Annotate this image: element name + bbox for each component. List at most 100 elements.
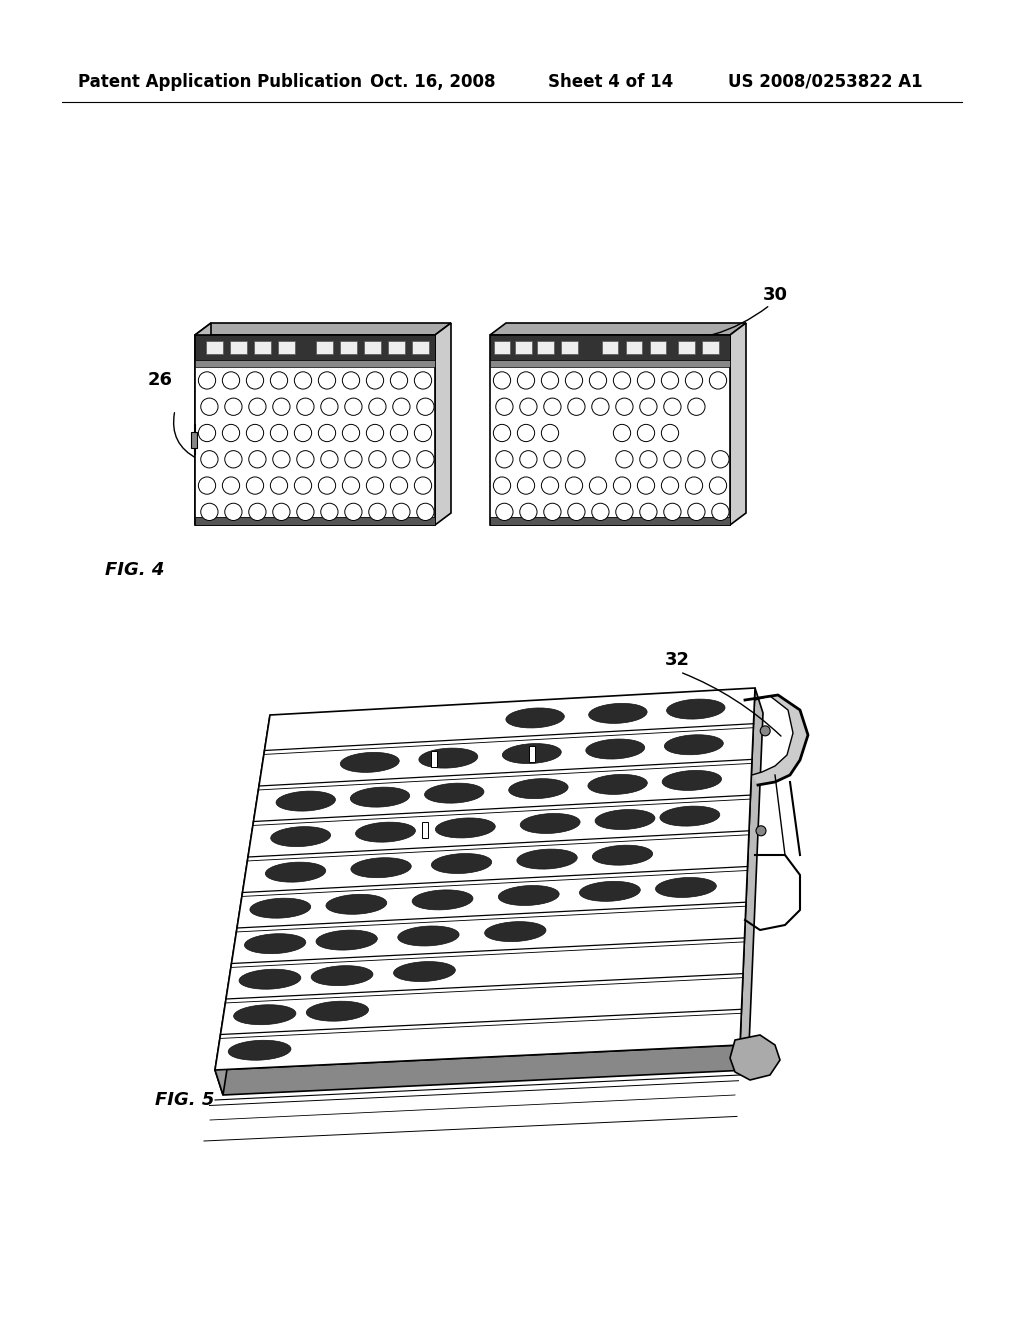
Circle shape xyxy=(494,372,511,389)
Polygon shape xyxy=(422,822,428,838)
Polygon shape xyxy=(602,341,618,354)
Circle shape xyxy=(637,372,654,389)
Ellipse shape xyxy=(397,927,459,946)
Ellipse shape xyxy=(665,735,723,755)
Polygon shape xyxy=(528,746,535,762)
Circle shape xyxy=(567,450,585,467)
Circle shape xyxy=(270,477,288,494)
Circle shape xyxy=(345,503,362,520)
Circle shape xyxy=(297,399,314,416)
Circle shape xyxy=(544,399,561,416)
Circle shape xyxy=(199,477,216,494)
Circle shape xyxy=(345,399,362,416)
Polygon shape xyxy=(365,341,381,354)
Circle shape xyxy=(199,424,216,442)
Circle shape xyxy=(664,399,681,416)
Ellipse shape xyxy=(503,743,561,763)
Circle shape xyxy=(710,477,727,494)
Circle shape xyxy=(637,424,654,442)
Circle shape xyxy=(415,372,432,389)
Ellipse shape xyxy=(431,854,492,874)
Polygon shape xyxy=(195,335,435,360)
Circle shape xyxy=(688,399,706,416)
Circle shape xyxy=(417,399,434,416)
Circle shape xyxy=(367,424,384,442)
Circle shape xyxy=(321,399,338,416)
Circle shape xyxy=(685,372,702,389)
Circle shape xyxy=(321,450,338,467)
Ellipse shape xyxy=(316,931,377,950)
Polygon shape xyxy=(490,323,746,335)
Ellipse shape xyxy=(351,858,412,878)
Circle shape xyxy=(662,372,679,389)
Polygon shape xyxy=(229,341,247,354)
Text: 26: 26 xyxy=(148,371,173,389)
Circle shape xyxy=(640,450,657,467)
Circle shape xyxy=(390,372,408,389)
Polygon shape xyxy=(490,517,730,525)
Circle shape xyxy=(517,424,535,442)
Ellipse shape xyxy=(393,961,456,982)
Polygon shape xyxy=(435,323,451,525)
Circle shape xyxy=(615,503,633,520)
Circle shape xyxy=(201,399,218,416)
Circle shape xyxy=(640,399,657,416)
Polygon shape xyxy=(195,323,211,525)
Ellipse shape xyxy=(520,813,580,833)
Ellipse shape xyxy=(580,882,640,902)
Circle shape xyxy=(592,399,609,416)
Ellipse shape xyxy=(509,779,568,799)
Circle shape xyxy=(542,372,559,389)
Ellipse shape xyxy=(239,969,301,989)
Ellipse shape xyxy=(588,775,647,795)
Circle shape xyxy=(249,450,266,467)
Ellipse shape xyxy=(659,807,720,826)
Ellipse shape xyxy=(667,700,725,719)
Circle shape xyxy=(390,424,408,442)
Circle shape xyxy=(249,503,266,520)
Circle shape xyxy=(318,477,336,494)
Ellipse shape xyxy=(311,966,373,986)
Polygon shape xyxy=(490,360,730,367)
Polygon shape xyxy=(278,341,295,354)
Circle shape xyxy=(224,450,242,467)
Circle shape xyxy=(270,424,288,442)
Circle shape xyxy=(520,503,537,520)
Circle shape xyxy=(760,726,770,735)
Ellipse shape xyxy=(595,809,655,829)
Ellipse shape xyxy=(250,898,310,919)
Polygon shape xyxy=(191,432,197,447)
Circle shape xyxy=(710,372,727,389)
Ellipse shape xyxy=(419,748,478,768)
Circle shape xyxy=(664,503,681,520)
Polygon shape xyxy=(537,341,554,354)
Ellipse shape xyxy=(655,878,717,898)
Polygon shape xyxy=(195,335,435,525)
Circle shape xyxy=(342,424,359,442)
Polygon shape xyxy=(206,341,222,354)
Circle shape xyxy=(297,450,314,467)
Ellipse shape xyxy=(326,895,387,915)
Polygon shape xyxy=(626,341,642,354)
Circle shape xyxy=(496,399,513,416)
Circle shape xyxy=(615,399,633,416)
Polygon shape xyxy=(561,341,578,354)
Polygon shape xyxy=(745,696,808,785)
Circle shape xyxy=(517,372,535,389)
Circle shape xyxy=(369,399,386,416)
Circle shape xyxy=(542,477,559,494)
Circle shape xyxy=(544,503,561,520)
Circle shape xyxy=(565,372,583,389)
Polygon shape xyxy=(254,341,270,354)
Polygon shape xyxy=(730,1035,780,1080)
Circle shape xyxy=(590,477,606,494)
Circle shape xyxy=(592,503,609,520)
Circle shape xyxy=(222,477,240,494)
Circle shape xyxy=(272,450,290,467)
Ellipse shape xyxy=(499,886,559,906)
Circle shape xyxy=(199,372,216,389)
Ellipse shape xyxy=(592,845,652,865)
Circle shape xyxy=(544,450,561,467)
Text: FIG. 5: FIG. 5 xyxy=(155,1092,214,1109)
Circle shape xyxy=(685,477,702,494)
